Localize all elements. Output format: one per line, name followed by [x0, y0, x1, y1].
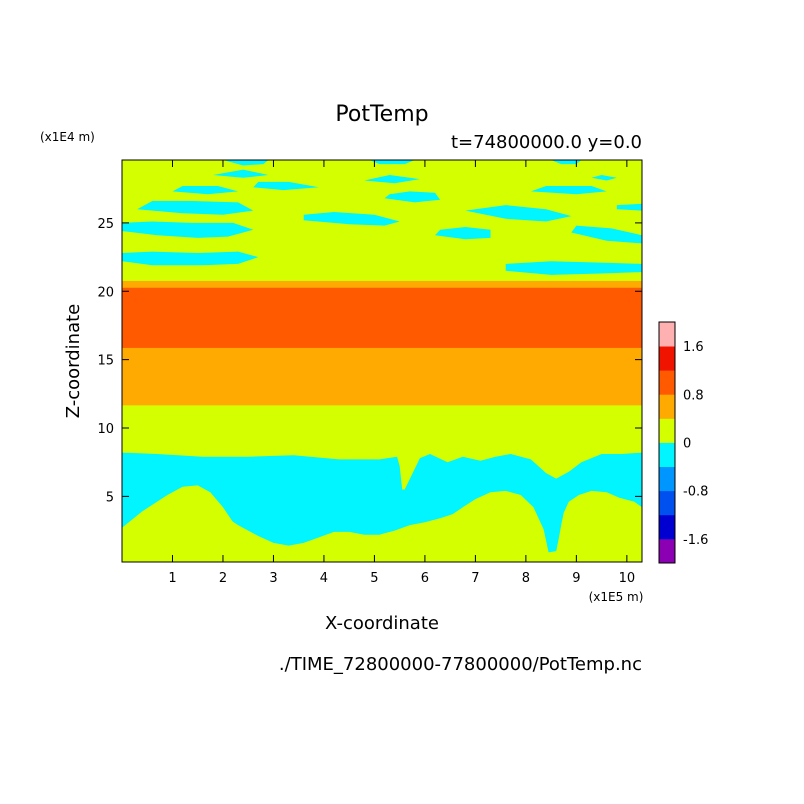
negative-streak-18	[591, 175, 617, 181]
x-tick-label: 10	[619, 571, 636, 586]
colorbar-swatch	[659, 394, 675, 419]
x-axis-units: (x1E5 m)	[589, 590, 644, 604]
x-tick-label: 3	[269, 571, 277, 586]
negative-streak-4	[384, 191, 441, 203]
chart-subtitle: t=74800000.0 y=0.0	[451, 132, 642, 153]
colorbar-tick-label: -0.8	[683, 485, 708, 500]
band-2	[122, 287, 642, 348]
colorbar-swatch	[659, 346, 675, 371]
colorbar-swatch	[659, 466, 675, 492]
plot-area	[122, 160, 642, 562]
colorbar-frame	[658, 321, 676, 564]
positive-lobe-lower-left	[122, 485, 249, 562]
colorbar-tick-label: 0.8	[683, 388, 704, 403]
chart-title: PotTemp	[335, 102, 428, 127]
colorbar: 1.6 0.8 0 -0.8 -1.6	[658, 321, 708, 564]
y-axis-units: (x1E4 m)	[40, 130, 95, 144]
footer-path: ./TIME_72800000-77800000/PotTemp.nc	[279, 654, 642, 675]
plot-frame	[121, 159, 643, 563]
x-tick-label: 7	[471, 571, 479, 586]
negative-streak-3	[303, 212, 400, 226]
negative-streak-9	[616, 203, 642, 211]
y-axis: 5 10 15 20 25	[97, 217, 642, 505]
band-1	[122, 347, 642, 406]
y-tick-label: 5	[106, 490, 114, 505]
negative-streak-10	[530, 186, 607, 195]
x-tick-label: 5	[370, 571, 378, 586]
negative-streak-14	[364, 175, 420, 184]
negative-streak-13	[212, 169, 269, 178]
negative-streak-2	[137, 201, 254, 215]
negative-streak-5	[435, 227, 491, 240]
negative-streak-8	[571, 225, 642, 244]
x-tick-label: 8	[522, 571, 530, 586]
y-tick-label: 25	[97, 217, 114, 232]
colorbar-tick-label: 1.6	[683, 340, 704, 355]
colorbar-swatch	[659, 322, 675, 347]
negative-streak-17	[551, 160, 582, 165]
negative-streak-7	[505, 261, 642, 275]
negative-streak-11	[172, 186, 239, 195]
x-tick-label: 6	[421, 571, 429, 586]
x-tick-label: 9	[572, 571, 580, 586]
colorbar-swatch	[659, 514, 675, 540]
negative-streak-6	[465, 205, 572, 222]
x-axis-label: X-coordinate	[325, 613, 439, 634]
negative-streak-15	[223, 160, 269, 166]
x-tick-label: 1	[168, 571, 176, 586]
negative-streak-1	[122, 221, 254, 238]
negative-anomaly-regions	[122, 160, 642, 562]
negative-region-lower	[122, 452, 642, 553]
negative-streak-12	[253, 181, 319, 191]
colorbar-swatch	[659, 370, 675, 395]
colorbar-swatch	[659, 538, 675, 564]
colorbar-swatch	[659, 490, 675, 516]
x-tick-label: 2	[219, 571, 227, 586]
x-axis: 1 2 3 4 5 6 7 8 9 10	[168, 160, 635, 586]
x-tick-label: 4	[320, 571, 328, 586]
colorbar-tick-label: 0	[683, 437, 691, 452]
y-tick-label: 15	[97, 354, 114, 369]
negative-streak-16	[369, 160, 415, 165]
colorbar-swatch	[659, 418, 675, 443]
band-3	[122, 280, 642, 288]
y-axis-label: Z-coordinate	[63, 304, 84, 419]
y-tick-label: 10	[97, 422, 114, 437]
y-tick-label: 20	[97, 285, 114, 300]
colorbar-tick-label: -1.6	[683, 533, 708, 548]
negative-streak-0	[122, 251, 259, 266]
colorbar-swatch	[659, 442, 675, 467]
